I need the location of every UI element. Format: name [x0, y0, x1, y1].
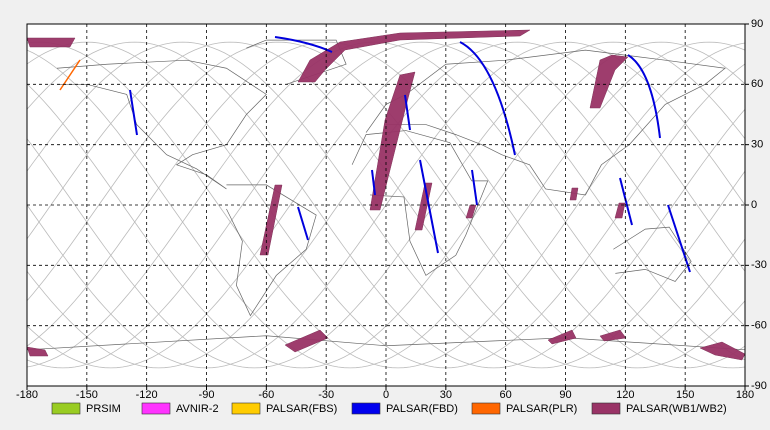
x-tick-label: 150 [676, 389, 694, 401]
swath [297, 29, 531, 83]
legend-label: AVNIR-2 [176, 403, 219, 415]
legend-label: PALSAR(PLR) [506, 403, 577, 415]
x-tick-label: -30 [318, 389, 334, 401]
orbit-track [26, 41, 746, 369]
swath [284, 329, 329, 353]
fbd-track [419, 159, 439, 254]
swath [699, 341, 746, 361]
y-tick-label: -30 [751, 259, 767, 271]
legend-swatch [141, 402, 171, 415]
x-tick-label: 180 [736, 389, 754, 401]
legend-label: PRSIM [86, 403, 121, 415]
y-tick-label: 90 [751, 18, 763, 30]
fbd-track [627, 54, 661, 139]
y-tick-label: -60 [751, 320, 767, 332]
swath [26, 37, 76, 48]
swaths [26, 29, 746, 361]
fbd-track [667, 204, 691, 273]
x-tick-label: 60 [500, 389, 512, 401]
legend-swatch [231, 402, 261, 415]
coastline [613, 226, 692, 282]
x-tick-label: 90 [559, 389, 571, 401]
swath [26, 346, 49, 357]
x-tick-label: 120 [616, 389, 634, 401]
legend-swatch [471, 402, 501, 415]
legend-label: PALSAR(FBS) [266, 403, 337, 415]
legend-swatch [591, 402, 621, 415]
x-tick-label: 30 [440, 389, 452, 401]
x-tick-label: -180 [16, 389, 38, 401]
fbd-track [619, 177, 633, 226]
x-tick-label: 0 [383, 389, 389, 401]
swath [599, 329, 627, 342]
coastline [26, 335, 746, 351]
fbd-track [274, 36, 333, 53]
x-tick-label: -60 [258, 389, 274, 401]
y-tick-label: 30 [751, 139, 763, 151]
plr-track [59, 59, 81, 91]
fbd-tracks [59, 36, 691, 273]
x-tick-label: -150 [76, 389, 98, 401]
swath [259, 184, 283, 256]
legend: PRSIM AVNIR-2 PALSAR(FBS) PALSAR(FBD) PALSAR… [51, 402, 727, 415]
legend-swatch [351, 402, 381, 415]
y-tick-label: 60 [751, 78, 763, 90]
fbd-track [129, 89, 138, 136]
legend-label: PALSAR(FBD) [386, 403, 458, 415]
x-tick-label: -120 [136, 389, 158, 401]
coastline [246, 39, 347, 85]
y-tick-label: 0 [751, 199, 757, 211]
coastline [365, 49, 726, 196]
swath [569, 187, 579, 201]
fbd-track [371, 169, 376, 196]
swath [589, 54, 629, 109]
swath [614, 202, 626, 219]
fbd-track [471, 169, 478, 206]
coastline [226, 184, 317, 317]
swath [547, 329, 577, 345]
swath [414, 182, 433, 231]
axes: -180 -150 -120 -90 -60 -30 0 30 60 90 120 150 180 90 6… [16, 18, 767, 401]
fbd-track [404, 94, 411, 131]
legend-label: PALSAR(WB1/WB2) [626, 403, 727, 415]
legend-swatch [51, 402, 81, 415]
y-tick-label: -90 [751, 380, 767, 392]
fbd-track [459, 41, 516, 156]
swath [369, 71, 416, 211]
x-tick-label: -90 [199, 389, 215, 401]
fbd-track [297, 206, 309, 241]
plot-frame [26, 23, 746, 387]
orbit-track [26, 41, 746, 369]
